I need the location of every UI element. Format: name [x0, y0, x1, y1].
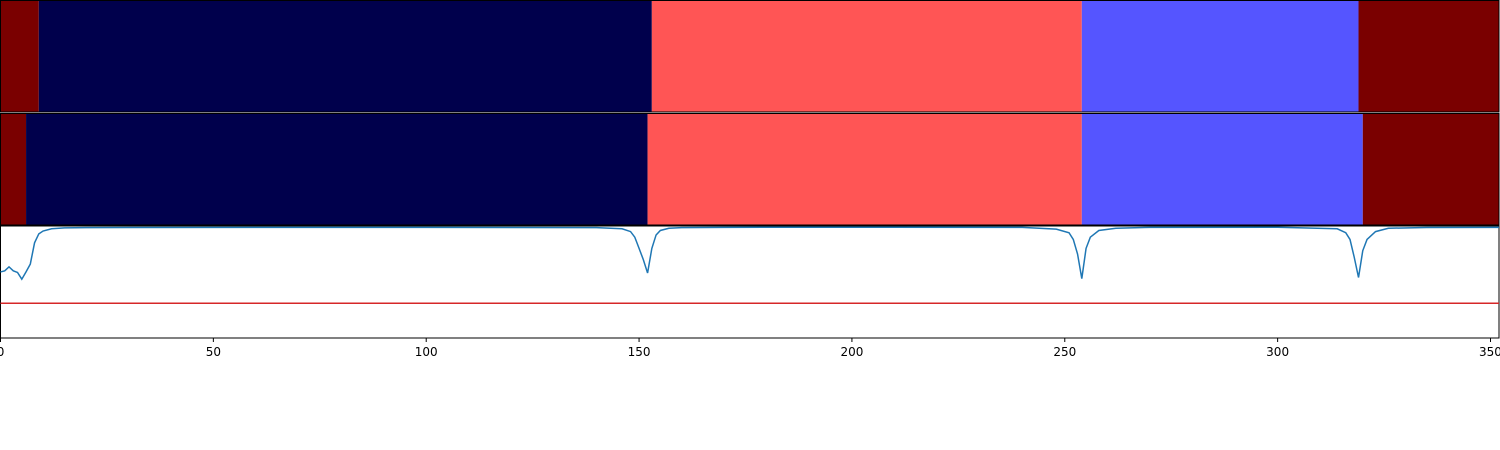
line-series-group [0, 226, 1500, 305]
segment-strip-top-frame [0, 0, 1500, 113]
x-tick-label-3: 150 [628, 345, 651, 359]
segment-top-1 [38, 0, 652, 112]
x-tick-label-7: 350 [1479, 345, 1500, 359]
line-plot-panel [0, 225, 1500, 339]
x-tick-label-6: 300 [1266, 345, 1289, 359]
segment-top-0 [0, 0, 39, 112]
segment-strip-middle-frame [0, 113, 1500, 226]
segment-middle-0 [0, 113, 27, 225]
segment-middle-2 [647, 113, 1082, 225]
segment-middle-4 [1362, 113, 1499, 225]
segment-top-3 [1081, 0, 1359, 112]
segment-strip-middle [0, 113, 1500, 226]
x-tick-label-4: 200 [840, 345, 863, 359]
segment-middle-1 [26, 113, 648, 225]
line-series-0 [0, 226, 1500, 281]
segment-strip-top [0, 0, 1500, 113]
x-tick-label-2: 100 [415, 345, 438, 359]
x-axis: 0 50 100 150 200 250 300 350 [0, 338, 1500, 359]
segment-top-4 [1358, 0, 1499, 112]
x-tick-label-1: 50 [206, 345, 221, 359]
segment-middle-3 [1081, 113, 1363, 225]
x-tick-label-0: 0 [0, 345, 4, 359]
line-plot-frame [0, 225, 1500, 339]
segment-top-2 [651, 0, 1082, 112]
x-tick-label-5: 250 [1053, 345, 1076, 359]
